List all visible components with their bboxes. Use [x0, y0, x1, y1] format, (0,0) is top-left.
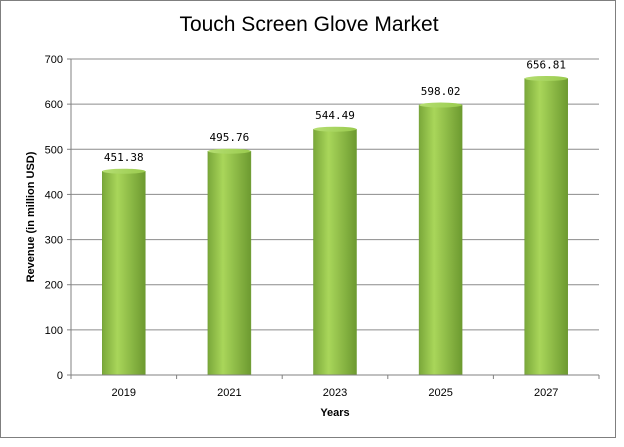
bar-top-cap	[524, 75, 568, 81]
x-axis-title: Years	[320, 407, 349, 419]
bar-top-cap	[313, 126, 357, 132]
y-tick-label: 200	[45, 280, 63, 292]
chart-title: Touch Screen Glove Market	[179, 13, 439, 36]
bar-2025	[418, 104, 463, 376]
y-axis-title: Revenue (in million USD)	[25, 151, 37, 282]
bars: 451.38 495.76 544.49 598.02 656.81	[102, 58, 568, 376]
y-tick-labels: 0 100 200 300 400 500 600 700	[45, 54, 71, 382]
y-tick-label: 700	[45, 54, 63, 66]
data-label: 451.38	[104, 151, 144, 164]
bar-top-cap	[207, 148, 251, 154]
y-tick-label: 300	[45, 235, 63, 247]
y-tick-label: 0	[57, 370, 63, 382]
data-label: 544.49	[315, 109, 355, 122]
bar-top-cap	[419, 102, 463, 108]
bar-2023	[313, 128, 357, 376]
bar-2021	[207, 150, 252, 376]
y-tick-label: 500	[45, 144, 63, 156]
data-label: 656.81	[526, 58, 566, 71]
x-tick-label: 2027	[534, 387, 558, 399]
y-tick-label: 100	[45, 325, 63, 337]
bar-top-cap	[102, 168, 146, 174]
x-tick-label: 2023	[323, 387, 347, 399]
bar-2019	[102, 170, 146, 376]
x-tick-label: 2019	[112, 387, 136, 399]
x-tick-label: 2025	[428, 387, 452, 399]
x-tick-labels: 2019 2021 2023 2025 2027	[70, 375, 600, 399]
bar-chart: 0 100 200 300 400 500 600 700 451.38 495.76 544.4…	[25, 54, 600, 419]
data-label: 598.02	[421, 85, 461, 98]
y-tick-label: 600	[45, 99, 63, 111]
bar-2027	[524, 78, 568, 376]
x-tick-label: 2021	[217, 387, 241, 399]
chart-frame: Touch Screen Glove Market 0 100 200 300 400 5…	[0, 0, 616, 438]
data-label: 495.76	[210, 131, 250, 144]
y-tick-label: 400	[45, 189, 63, 201]
